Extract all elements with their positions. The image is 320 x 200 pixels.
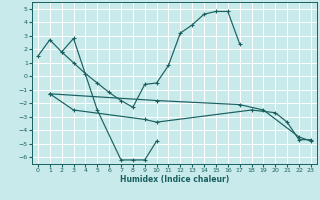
X-axis label: Humidex (Indice chaleur): Humidex (Indice chaleur) [120, 175, 229, 184]
